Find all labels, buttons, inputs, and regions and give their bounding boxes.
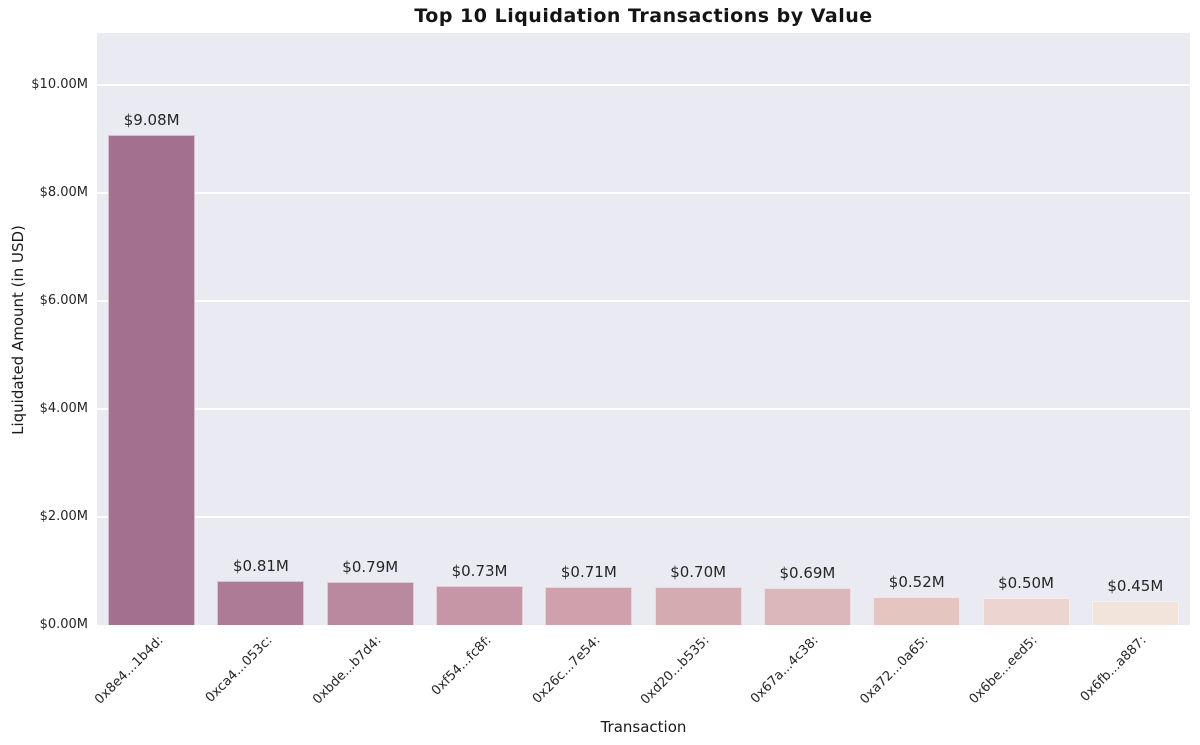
xtick-label: 0x6be...eed5: — [966, 633, 1041, 708]
xtick-label: 0x67a...4c38: — [748, 633, 823, 707]
bar — [436, 585, 524, 625]
ytick-label: $0.00M — [39, 617, 88, 632]
bar — [654, 587, 742, 625]
ytick-label: $2.00M — [39, 509, 88, 524]
bar — [326, 582, 414, 625]
ytick-label: $4.00M — [39, 401, 88, 416]
bar — [763, 587, 851, 625]
bar-value-label: $0.79M — [342, 558, 399, 577]
xtick-label: 0x26c...7e54: — [529, 633, 604, 707]
bar — [545, 586, 633, 625]
gridline — [97, 192, 1190, 194]
bar-value-label: $0.45M — [1107, 576, 1164, 595]
bar-value-label: $0.69M — [779, 563, 836, 582]
gridline — [97, 516, 1190, 518]
gridline — [97, 300, 1190, 302]
bar-value-label: $9.08M — [123, 110, 180, 129]
bar-value-label: $0.71M — [560, 562, 617, 581]
xtick-label: 0xbde...b7d4: — [310, 633, 385, 708]
gridline — [97, 408, 1190, 410]
bar — [1091, 600, 1179, 625]
bar-value-label: $0.70M — [670, 563, 727, 582]
bar — [108, 134, 196, 625]
xtick-label: 0x6fb...a887: — [1078, 633, 1150, 705]
y-axis-title: Liquidated Amount (in USD) — [9, 225, 27, 435]
ytick-label: $8.00M — [39, 185, 88, 200]
xtick-label: 0xca4...053c: — [202, 633, 276, 706]
ytick-label: $6.00M — [39, 293, 88, 308]
xtick-label: 0xf54...fc8f: — [428, 633, 495, 699]
plot-area — [97, 33, 1190, 625]
xtick-label: 0xa72...0a65: — [857, 633, 932, 708]
xtick-label: 0x8e4...1b4d: — [91, 633, 167, 708]
chart-title: Top 10 Liquidation Transactions by Value — [414, 5, 873, 27]
ytick-label: $10.00M — [31, 77, 88, 92]
bar-value-label: $0.52M — [888, 572, 945, 591]
xtick-label: 0xd20...b535: — [638, 633, 713, 708]
bar-value-label: $0.73M — [451, 561, 508, 580]
bar-value-label: $0.81M — [232, 557, 289, 576]
bar-value-label: $0.50M — [998, 574, 1054, 592]
bar — [982, 598, 1070, 625]
x-axis-title: Transaction — [600, 718, 687, 736]
gridline — [97, 84, 1190, 86]
bar — [873, 596, 961, 625]
bar — [217, 581, 305, 625]
